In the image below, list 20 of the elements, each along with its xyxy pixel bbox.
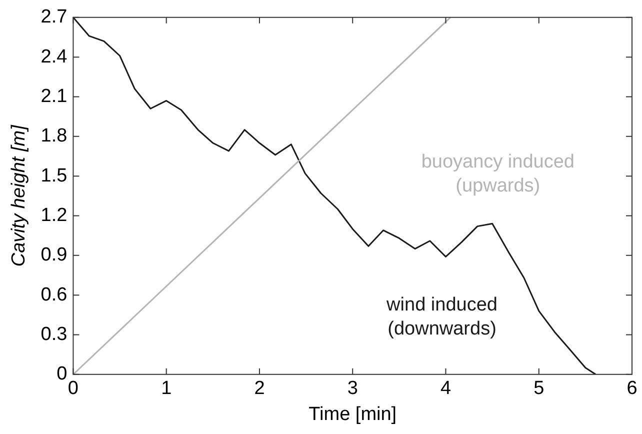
- x-tick-label: 2: [254, 378, 265, 400]
- y-tick-label: 2.4: [40, 46, 68, 68]
- x-tick-label: 1: [161, 378, 172, 400]
- x-tick-label: 6: [626, 378, 638, 400]
- y-tick-label: 2.1: [40, 86, 68, 107]
- y-axis-title: Cavity height [m]: [8, 124, 30, 267]
- y-tick-label: 0.6: [40, 284, 68, 306]
- y-tick-label: 1.5: [40, 165, 68, 186]
- y-tick-label: 0.9: [40, 244, 68, 266]
- series-label: wind induced (downwards): [386, 294, 498, 340]
- x-axis-title: Time [min]: [308, 404, 397, 425]
- text: buoyancy induced (upwards): [421, 152, 574, 197]
- x-tick-label: 5: [534, 378, 544, 400]
- y-tick-label: 0: [56, 364, 68, 385]
- y-tick-label: 0.3: [40, 324, 68, 345]
- x-tick-label: 3: [347, 378, 358, 400]
- y-tick-label: 2.7: [40, 6, 68, 28]
- y-tick-label: 1.8: [40, 126, 68, 147]
- x-tick-label: 4: [440, 378, 452, 400]
- y-tick-label: 1.2: [40, 204, 68, 226]
